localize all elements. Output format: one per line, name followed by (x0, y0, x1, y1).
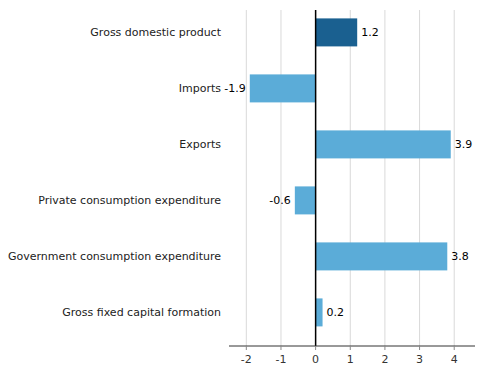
x-tick (384, 346, 385, 350)
x-tick (246, 346, 247, 350)
bar (250, 74, 316, 102)
bars (250, 10, 451, 346)
grid (246, 10, 454, 346)
bar (316, 242, 448, 270)
grid-line (246, 10, 247, 346)
category-label: Imports (179, 82, 222, 95)
grid-line (454, 10, 455, 346)
grid-line (384, 10, 385, 346)
value-label: 3.9 (455, 138, 473, 151)
category-label: Private consumption expenditure (38, 194, 221, 207)
value-label: -0.6 (269, 194, 290, 207)
x-tick-label: 2 (381, 353, 388, 366)
category-label: Gross fixed capital formation (62, 306, 221, 319)
category-label: Gross domestic product (90, 26, 221, 39)
grid-line (419, 10, 420, 346)
x-tick (280, 346, 281, 350)
x-tick (419, 346, 420, 350)
x-tick-label: 4 (451, 353, 458, 366)
x-axis-line (229, 346, 475, 347)
category-label: Exports (179, 138, 221, 151)
value-label: 1.2 (361, 26, 379, 39)
zero-line (315, 10, 317, 346)
category-label: Government consumption expenditure (8, 250, 221, 263)
x-tick (350, 346, 351, 350)
x-tick-label: 0 (312, 353, 319, 366)
bar (316, 18, 358, 46)
value-label: 3.8 (451, 250, 469, 263)
x-tick-label: 1 (347, 353, 354, 366)
value-label: 0.2 (327, 306, 345, 319)
grid-line (350, 10, 351, 346)
bar (295, 186, 316, 214)
chart: -2 -1 0 1 2 3 4 Gross fixed capital formation Go… (0, 0, 491, 378)
bar (316, 298, 323, 326)
x-tick-label: -1 (275, 353, 286, 366)
grid-line (280, 10, 281, 346)
value-label: -1.9 (224, 82, 245, 95)
x-tick-label: -2 (241, 353, 252, 366)
grid-line (315, 10, 316, 346)
x-tick (315, 346, 316, 350)
bar (316, 130, 451, 158)
x-tick (454, 346, 455, 350)
x-tick-label: 3 (416, 353, 423, 366)
